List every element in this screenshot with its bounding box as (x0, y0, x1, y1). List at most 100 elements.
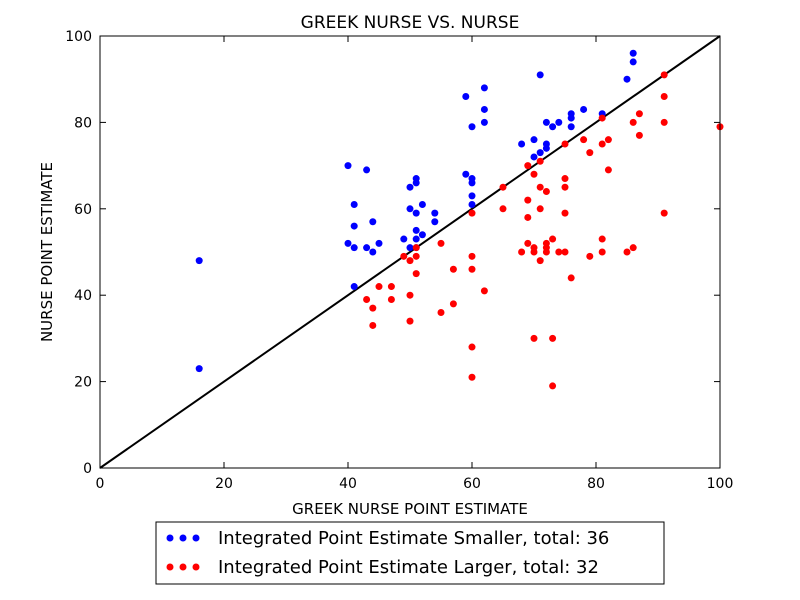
x-tick-label: 40 (339, 476, 357, 492)
data-point (468, 265, 476, 273)
data-point (406, 205, 414, 213)
data-point (549, 235, 557, 243)
data-point (369, 321, 377, 329)
data-point (468, 373, 476, 381)
data-point (518, 248, 526, 256)
data-point (530, 248, 538, 256)
data-point (530, 334, 538, 342)
data-point (412, 270, 420, 278)
data-point (567, 114, 575, 122)
data-point (530, 136, 538, 144)
data-point (580, 105, 588, 113)
data-point (431, 209, 439, 217)
data-point (530, 170, 538, 178)
data-point (437, 239, 445, 247)
data-point (536, 71, 544, 79)
data-point (604, 136, 612, 144)
y-tick-label: 100 (65, 29, 92, 45)
x-axis-label: GREEK NURSE POINT ESTIMATE (292, 500, 528, 518)
series-0 (195, 49, 637, 373)
y-tick-label: 40 (74, 288, 92, 304)
data-point (480, 84, 488, 92)
data-point (412, 235, 420, 243)
data-point (344, 162, 352, 170)
data-point (536, 157, 544, 165)
x-tick-label: 0 (96, 476, 105, 492)
data-point (369, 304, 377, 312)
data-point (660, 71, 668, 79)
data-point (468, 252, 476, 260)
legend-label-smaller: Integrated Point Estimate Smaller, total… (218, 528, 609, 549)
data-point (412, 179, 420, 187)
data-point (468, 179, 476, 187)
data-point (468, 343, 476, 351)
y-axis: 0 20 40 60 80 100 (65, 29, 720, 477)
data-point (449, 300, 457, 308)
data-point (623, 248, 631, 256)
data-point (542, 248, 550, 256)
legend-marker (179, 563, 187, 571)
data-point (623, 75, 631, 83)
data-point (524, 162, 532, 170)
data-point (468, 123, 476, 131)
data-point (406, 244, 414, 252)
legend-marker (166, 534, 174, 542)
plot-area (99, 35, 724, 469)
reference-line (99, 35, 721, 469)
data-point (480, 287, 488, 295)
y-axis-label: NURSE POINT ESTIMATE (38, 162, 56, 342)
legend-marker (192, 563, 200, 571)
data-point (375, 283, 383, 291)
data-point (549, 334, 557, 342)
data-point (586, 252, 594, 260)
data-point (629, 244, 637, 252)
data-point (468, 192, 476, 200)
data-point (635, 131, 643, 139)
data-point (375, 239, 383, 247)
data-point (195, 257, 203, 265)
data-point (561, 183, 569, 191)
x-tick-label: 20 (215, 476, 233, 492)
data-point (468, 200, 476, 208)
data-point (363, 296, 371, 304)
data-point (555, 118, 563, 126)
data-point (350, 222, 358, 230)
data-point (660, 118, 668, 126)
data-point (400, 235, 408, 243)
legend-entry-larger: Integrated Point Estimate Larger, total:… (166, 557, 599, 578)
data-point (629, 58, 637, 66)
data-point (598, 114, 606, 122)
data-point (518, 140, 526, 148)
legend-marker (166, 563, 174, 571)
data-point (499, 183, 507, 191)
data-point (406, 291, 414, 299)
data-point (629, 118, 637, 126)
data-point (462, 92, 470, 100)
data-point (542, 144, 550, 152)
data-point (524, 196, 532, 204)
legend-entry-smaller: Integrated Point Estimate Smaller, total… (166, 528, 609, 549)
y-tick-label: 60 (74, 202, 92, 218)
data-point (561, 175, 569, 183)
data-point (598, 140, 606, 148)
data-point (536, 183, 544, 191)
data-point (418, 200, 426, 208)
x-tick-label: 100 (707, 476, 734, 492)
data-point (536, 205, 544, 213)
data-point (406, 183, 414, 191)
data-point (412, 244, 420, 252)
chart-title: GREEK NURSE VS. NURSE (301, 13, 520, 33)
data-point (542, 188, 550, 196)
data-point (418, 231, 426, 239)
data-point (555, 248, 563, 256)
data-point (660, 209, 668, 217)
x-tick-label: 60 (463, 476, 481, 492)
data-point (412, 226, 420, 234)
data-point (635, 110, 643, 118)
data-point (567, 274, 575, 282)
series-1 (363, 71, 724, 390)
data-point (536, 149, 544, 157)
x-axis: 0 20 40 60 80 100 (96, 36, 734, 492)
data-point (363, 244, 371, 252)
